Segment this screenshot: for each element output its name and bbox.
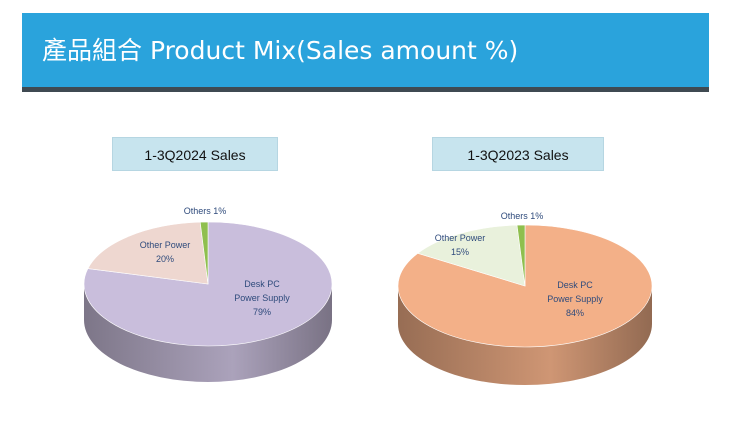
pie-2024-label-0: Desk PC Power Supply 79% [234, 279, 290, 317]
pie-2023-label-1: Other Power 15% [435, 233, 486, 257]
pie-2024-label-1: Other Power 20% [140, 240, 191, 264]
pie-2024-slice-2 [199, 221, 209, 285]
pie-2023-slice-1 [417, 224, 526, 287]
chart-title-2024: 1-3Q2024 Sales [112, 137, 278, 171]
pie-2024-slice-1 [87, 221, 209, 285]
pie-2023-label-0: Desk PC Power Supply 84% [547, 280, 603, 318]
banner-divider [22, 87, 709, 92]
pie-2024-label-2: Others 1% [184, 206, 227, 216]
chart-title-2023: 1-3Q2023 Sales [432, 137, 604, 171]
pie-2023-side-0 [398, 286, 652, 385]
pie-2024-side-0 [84, 284, 332, 382]
pie-2023-slice-2 [516, 224, 526, 287]
title-banner: 產品組合 Product Mix(Sales amount %) [22, 13, 709, 87]
page-title: 產品組合 Product Mix(Sales amount %) [42, 36, 519, 65]
pie-2023-label-2: Others 1% [501, 211, 544, 221]
